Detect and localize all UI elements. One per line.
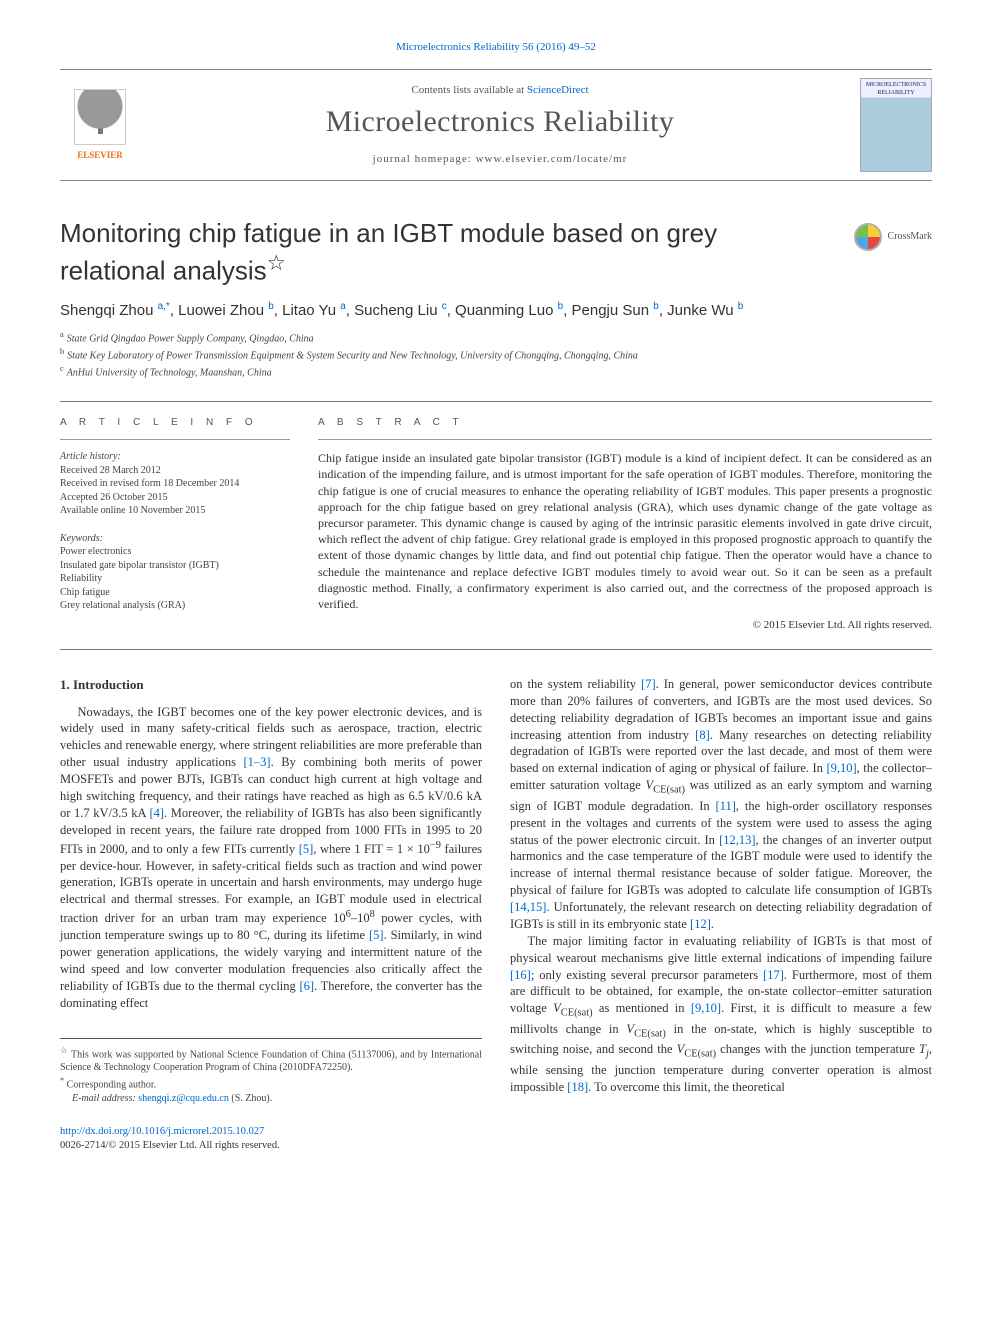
- intro-p1: Nowadays, the IGBT becomes one of the ke…: [60, 704, 482, 1012]
- intro-p3: The major limiting factor in evaluating …: [510, 933, 932, 1096]
- affiliation-a: aState Grid Qingdao Power Supply Company…: [60, 329, 932, 346]
- page-footer: http://dx.doi.org/10.1016/j.microrel.201…: [60, 1125, 932, 1153]
- journal-name: Microelectronics Reliability: [140, 102, 860, 143]
- article-title: Monitoring chip fatigue in an IGBT modul…: [60, 217, 932, 288]
- crossmark-badge-icon: [854, 223, 882, 251]
- journal-homepage: journal homepage: www.elsevier.com/locat…: [140, 152, 860, 167]
- section-1-heading: 1. Introduction: [60, 676, 482, 694]
- author-email-link[interactable]: shengqi.z@cqu.edu.cn: [138, 1093, 229, 1104]
- keyword-2: Insulated gate bipolar transistor (IGBT): [60, 559, 290, 573]
- history-received: Received 28 March 2012: [60, 464, 290, 478]
- keywords-label: Keywords:: [60, 532, 290, 546]
- crossmark-label: CrossMark: [888, 230, 932, 244]
- email-label: E-mail address:: [72, 1093, 136, 1104]
- journal-header: ELSEVIER Contents lists available at Sci…: [60, 69, 932, 181]
- affiliation-c: cAnHui University of Technology, Maansha…: [60, 363, 932, 380]
- keyword-5: Grey relational analysis (GRA): [60, 599, 290, 613]
- authors-line: Shengqi Zhou a,*, Luowei Zhou b, Litao Y…: [60, 300, 932, 321]
- page-container: Microelectronics Reliability 56 (2016) 4…: [0, 0, 992, 1204]
- title-block: Monitoring chip fatigue in an IGBT modul…: [60, 217, 932, 288]
- history-revised: Received in revised form 18 December 201…: [60, 477, 290, 491]
- column-left: 1. Introduction Nowadays, the IGBT becom…: [60, 676, 482, 1105]
- intro-p2: on the system reliability [7]. In genera…: [510, 676, 932, 933]
- cover-label-top: MICROELECTRONICS: [866, 81, 926, 89]
- funding-text: This work was supported by National Scie…: [60, 1049, 482, 1074]
- affiliations: aState Grid Qingdao Power Supply Company…: [60, 329, 932, 381]
- corr-marker: *: [60, 1076, 64, 1085]
- doi-link[interactable]: http://dx.doi.org/10.1016/j.microrel.201…: [60, 1126, 264, 1137]
- column-right: on the system reliability [7]. In genera…: [510, 676, 932, 1105]
- title-footnote-marker: ☆: [267, 250, 286, 275]
- header-center: Contents lists available at ScienceDirec…: [140, 83, 860, 167]
- top-citation: Microelectronics Reliability 56 (2016) 4…: [60, 40, 932, 55]
- elsevier-logo: ELSEVIER: [60, 81, 140, 169]
- body-columns: 1. Introduction Nowadays, the IGBT becom…: [60, 676, 932, 1105]
- keyword-1: Power electronics: [60, 545, 290, 559]
- abstract-copyright: © 2015 Elsevier Ltd. All rights reserved…: [318, 618, 932, 633]
- elsevier-tree-icon: [74, 89, 126, 145]
- email-who: (S. Zhou).: [231, 1093, 272, 1104]
- corresponding-footnote: * Corresponding author.: [60, 1075, 482, 1092]
- crossmark-widget[interactable]: CrossMark: [854, 223, 932, 251]
- article-info: A R T I C L E I N F O Article history: R…: [60, 416, 290, 633]
- homepage-url: www.elsevier.com/locate/mr: [476, 153, 628, 165]
- title-text: Monitoring chip fatigue in an IGBT modul…: [60, 218, 717, 286]
- keyword-3: Reliability: [60, 572, 290, 586]
- funding-marker: ☆: [60, 1046, 68, 1055]
- publisher-name: ELSEVIER: [77, 149, 123, 161]
- sciencedirect-link[interactable]: ScienceDirect: [527, 84, 589, 96]
- contents-line: Contents lists available at ScienceDirec…: [140, 83, 860, 98]
- affiliation-b: bState Key Laboratory of Power Transmiss…: [60, 346, 932, 363]
- history-online: Available online 10 November 2015: [60, 504, 290, 518]
- abstract-label: A B S T R A C T: [318, 416, 932, 430]
- history-accepted: Accepted 26 October 2015: [60, 491, 290, 505]
- contents-prefix: Contents lists available at: [411, 84, 526, 96]
- citation-link[interactable]: Microelectronics Reliability 56 (2016) 4…: [396, 41, 596, 53]
- meta-row: A R T I C L E I N F O Article history: R…: [60, 401, 932, 650]
- journal-cover-thumb: MICROELECTRONICS RELIABILITY: [860, 78, 932, 172]
- abstract-text: Chip fatigue inside an insulated gate bi…: [318, 451, 932, 611]
- abstract-block: A B S T R A C T Chip fatigue inside an i…: [318, 416, 932, 633]
- keyword-4: Chip fatigue: [60, 586, 290, 600]
- corr-text: Corresponding author.: [67, 1079, 156, 1090]
- funding-footnote: ☆ This work was supported by National Sc…: [60, 1045, 482, 1075]
- footnotes: ☆ This work was supported by National Sc…: [60, 1038, 482, 1106]
- issn-copyright: 0026-2714/© 2015 Elsevier Ltd. All right…: [60, 1139, 932, 1153]
- homepage-prefix: journal homepage:: [373, 153, 476, 165]
- history-label: Article history:: [60, 450, 290, 464]
- cover-label-bottom: RELIABILITY: [877, 89, 914, 97]
- email-footnote: E-mail address: shengqi.z@cqu.edu.cn (S.…: [60, 1092, 482, 1106]
- article-info-label: A R T I C L E I N F O: [60, 416, 290, 430]
